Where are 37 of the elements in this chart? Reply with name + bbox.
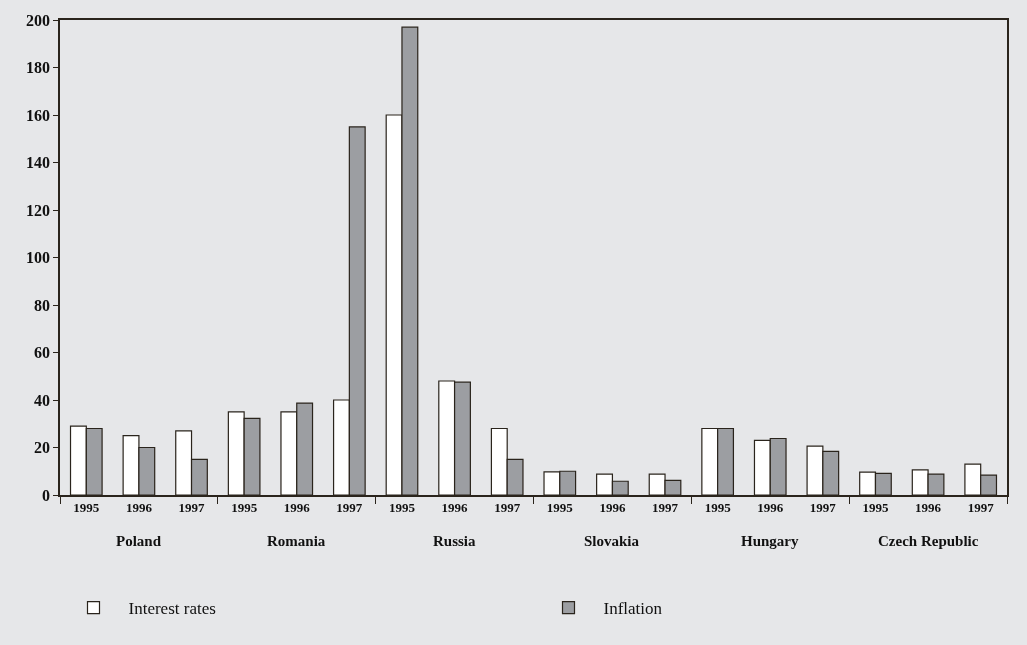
y-tick-label: 40 [34, 391, 51, 409]
x-tick-label: 1995 [73, 500, 100, 516]
y-tick-label: 180 [26, 59, 51, 77]
y-tick-label: 60 [34, 344, 51, 362]
y-tick-label: 100 [26, 249, 51, 267]
x-tick-label: 1997 [809, 500, 837, 516]
x-tick-label: 1996 [915, 500, 942, 516]
y-tick-label: 120 [26, 201, 51, 219]
y-tick-label: 20 [34, 439, 51, 457]
y-tick-label: 140 [26, 154, 51, 172]
x-tick-label: 1996 [441, 500, 469, 516]
x-tick-label: 1997 [178, 500, 206, 516]
x-tick-label: 1997 [494, 500, 521, 516]
x-tick-label: 1995 [388, 500, 416, 516]
legend-label: Interest rates [128, 599, 216, 619]
x-tick-label: 1995 [862, 500, 889, 516]
text: Czech Republic [878, 533, 979, 549]
x-tick-label: 1997 [652, 500, 679, 516]
x-tick-label: 1995 [231, 500, 258, 516]
text: Russia [433, 533, 477, 549]
x-tick-label: 1996 [283, 500, 311, 516]
x-tick-label: 1995 [704, 500, 732, 516]
text: Romania [267, 533, 326, 549]
text: Poland [116, 533, 162, 549]
x-tick-label: 1997 [967, 500, 995, 516]
y-tick-label: 80 [34, 296, 51, 314]
x-tick-label: 1996 [757, 500, 784, 516]
y-tick-label: 160 [26, 106, 51, 124]
legend-label: Inflation [603, 599, 663, 619]
y-tick-label: 200 [26, 11, 51, 29]
y-tick-label: 0 [42, 486, 51, 504]
text: Slovakia [584, 533, 640, 549]
x-tick-label: 1996 [599, 500, 626, 516]
x-tick-label: 1997 [336, 500, 363, 516]
text: Hungary [741, 533, 800, 549]
x-tick-label: 1996 [125, 500, 153, 516]
x-tick-label: 1995 [546, 500, 574, 516]
